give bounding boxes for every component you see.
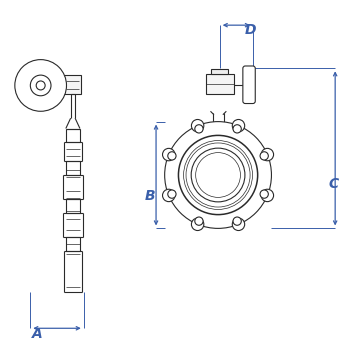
Text: B: B [145, 189, 155, 203]
Bar [211, 69, 229, 74]
Circle shape [232, 218, 245, 231]
Circle shape [162, 189, 175, 202]
Circle shape [186, 143, 250, 207]
Bar [64, 75, 80, 94]
Circle shape [184, 141, 252, 209]
Text: C: C [328, 177, 338, 191]
Circle shape [233, 125, 241, 133]
Text: D: D [245, 23, 257, 37]
Circle shape [260, 152, 268, 160]
Circle shape [168, 152, 176, 160]
Circle shape [36, 81, 45, 90]
Circle shape [191, 148, 245, 202]
Circle shape [261, 148, 274, 161]
Circle shape [261, 189, 274, 202]
Circle shape [233, 217, 241, 225]
Circle shape [195, 217, 203, 225]
Circle shape [195, 125, 203, 133]
Circle shape [260, 190, 268, 198]
Circle shape [30, 75, 51, 96]
Circle shape [196, 153, 240, 197]
FancyBboxPatch shape [243, 66, 255, 104]
Circle shape [168, 190, 176, 198]
Circle shape [15, 60, 66, 111]
Bar [206, 74, 233, 94]
Circle shape [232, 119, 245, 132]
Circle shape [162, 148, 175, 161]
Circle shape [191, 218, 204, 231]
Circle shape [164, 121, 272, 229]
Circle shape [178, 135, 258, 215]
Text: A: A [32, 327, 43, 341]
Circle shape [191, 119, 204, 132]
